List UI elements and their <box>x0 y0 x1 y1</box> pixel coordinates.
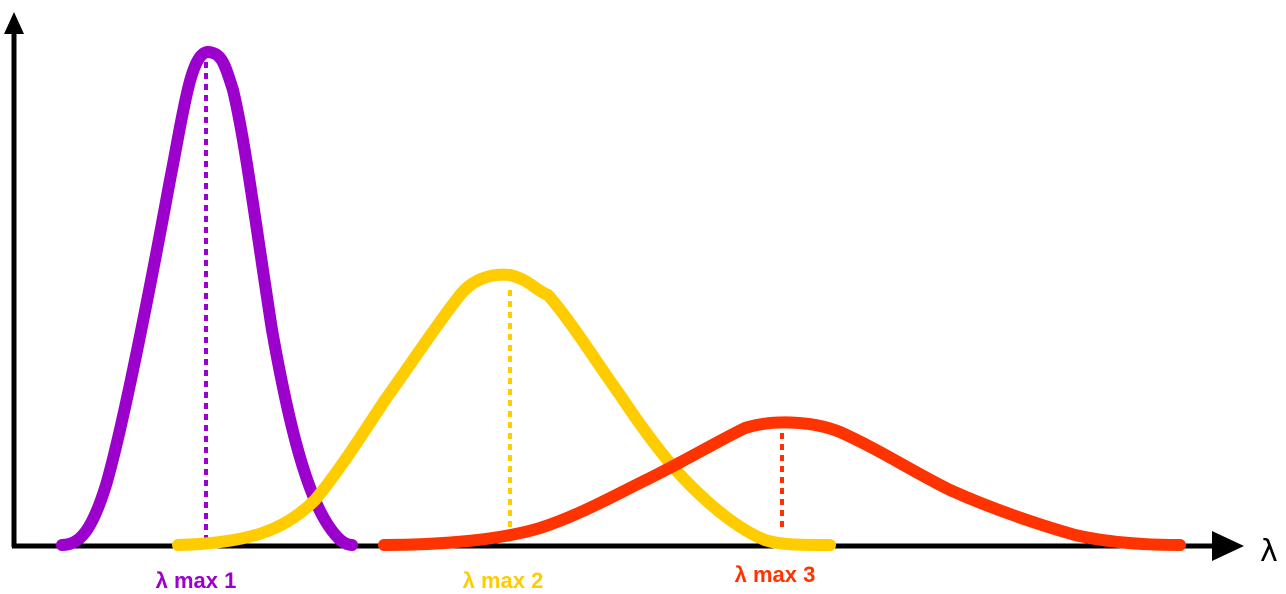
x-axis-arrowhead <box>1212 531 1244 561</box>
peak-label-3: λ max 3 <box>734 562 816 587</box>
curve-lambda-max-3 <box>378 416 1186 551</box>
x-axis-label: λ <box>1260 534 1278 569</box>
curve-lambda-max-1 <box>56 46 358 551</box>
y-axis-arrowhead <box>4 12 24 34</box>
peak-label-2: λ max 2 <box>462 568 544 593</box>
curve-lambda-max-2 <box>172 268 836 551</box>
peak-label-1: λ max 1 <box>155 568 237 593</box>
